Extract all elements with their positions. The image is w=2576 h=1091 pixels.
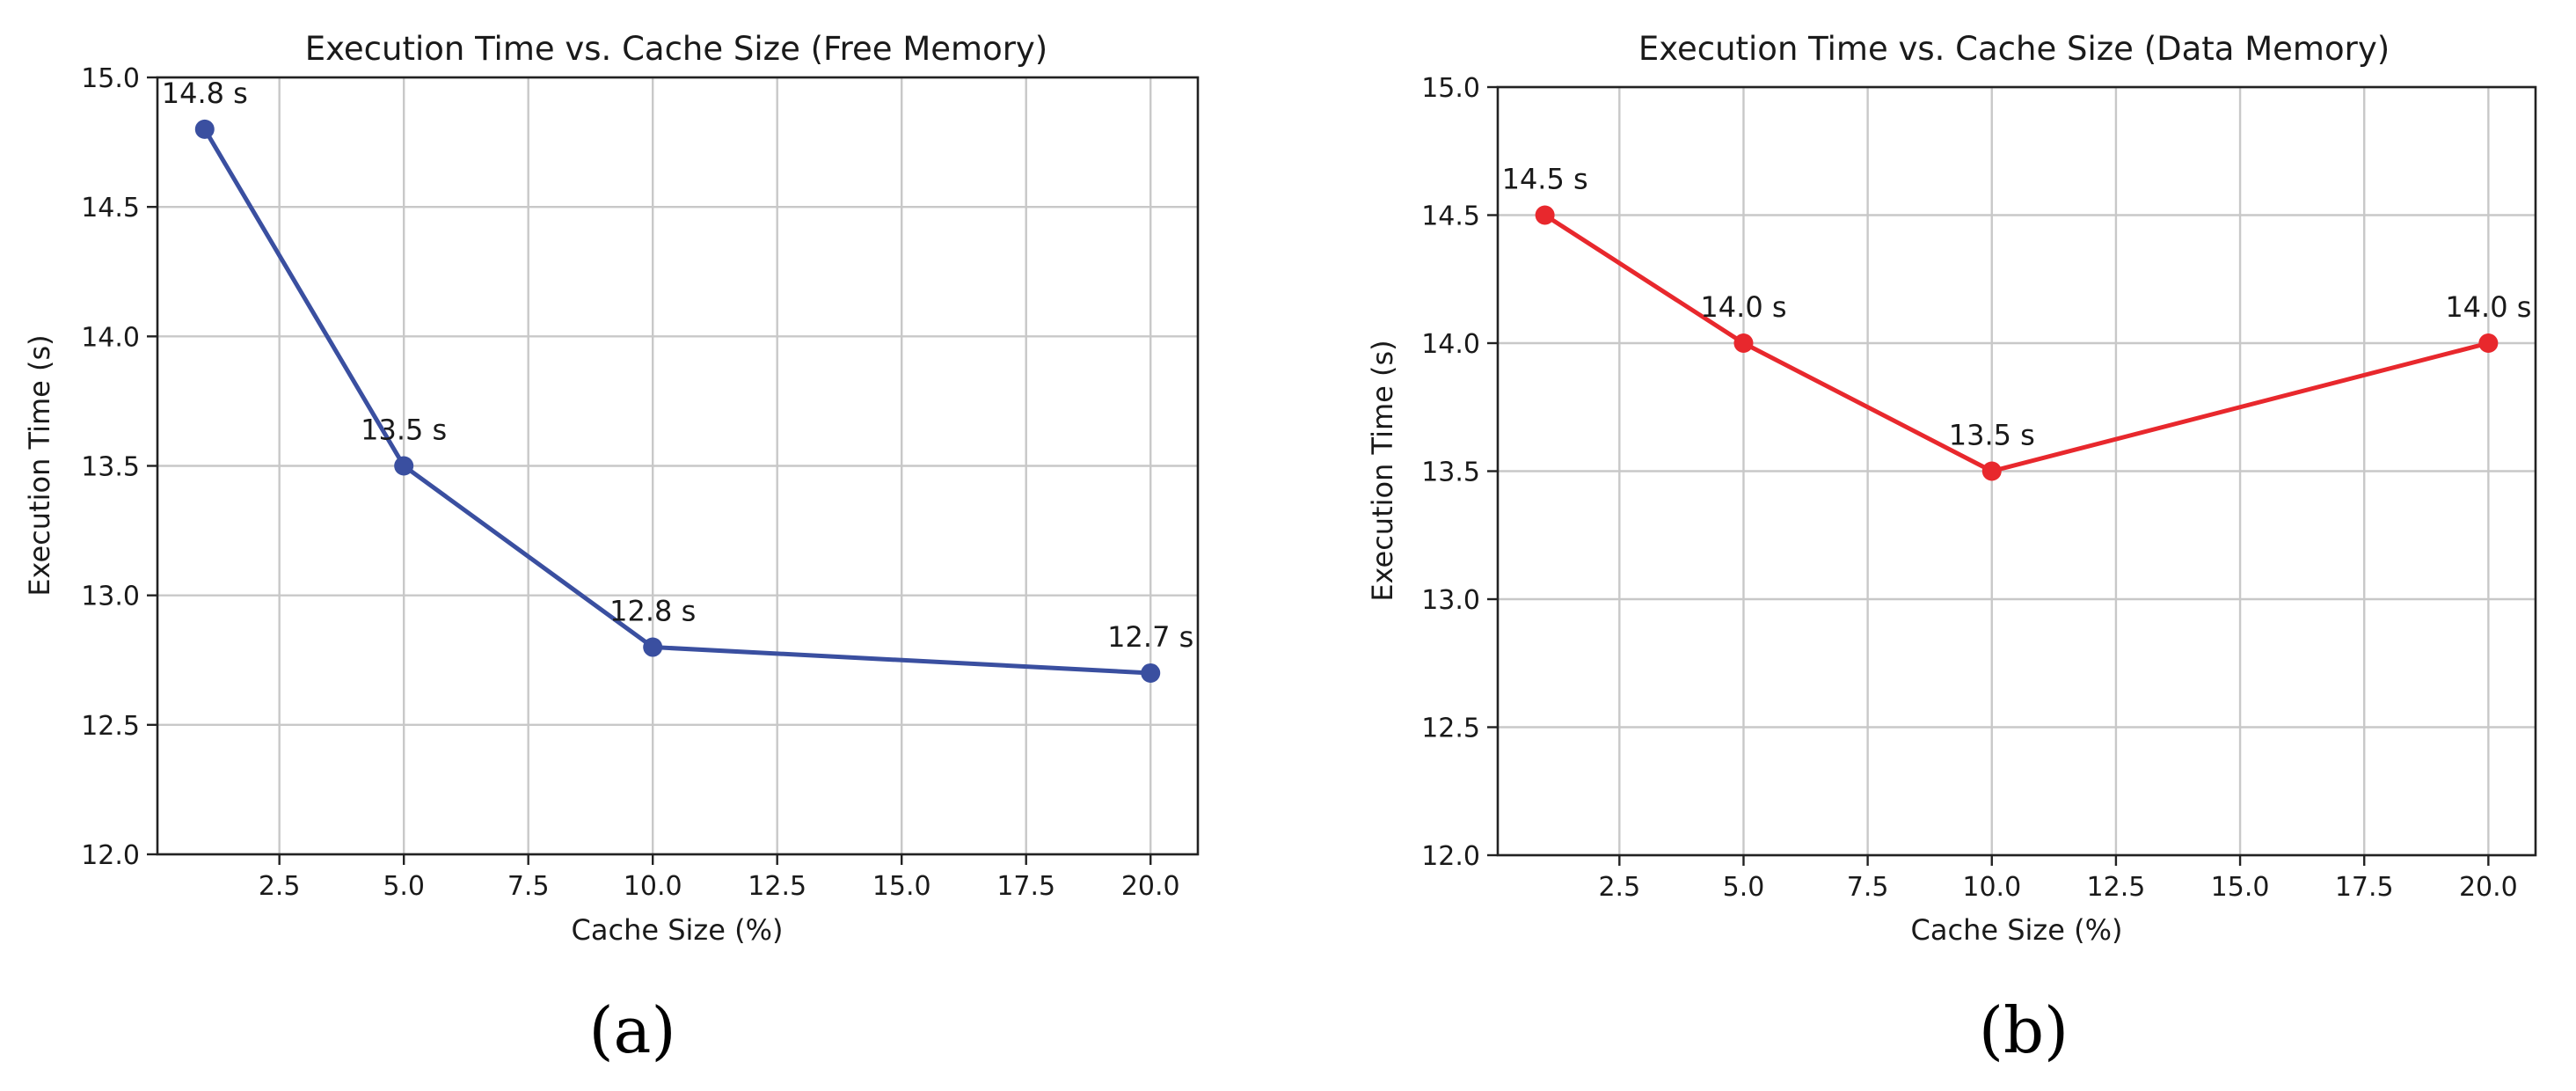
chart-a-ytick-label: 15.0 — [81, 63, 140, 94]
chart-a-data-label: 13.5 s — [361, 414, 447, 447]
chart-b-series-line — [1543, 213, 2489, 473]
chart-b-xtick-label: 10.0 — [1962, 872, 2021, 903]
chart-b-plot-frame — [1496, 85, 2537, 857]
chart-a-xtick-label: 5.0 — [383, 871, 425, 902]
chart-a-ylabel: Execution Time (s) — [23, 334, 56, 596]
chart-b-ytick-label: 13.0 — [1421, 585, 1480, 616]
chart-b-data-label: 14.5 s — [1502, 163, 1588, 196]
chart-a-series-line — [202, 128, 1151, 676]
chart-b-ylabel: Execution Time (s) — [1366, 340, 1399, 601]
chart-b-grid — [1498, 85, 2536, 857]
chart-b-ytick-label: 14.0 — [1421, 329, 1480, 360]
chart-b-xtick-label: 7.5 — [1847, 872, 1889, 903]
chart-a-xtick-label: 12.5 — [748, 871, 806, 902]
chart-a-xtick-label: 20.0 — [1121, 871, 1180, 902]
chart-b-data-point — [1981, 461, 2002, 481]
chart-a-xtick-label: 7.5 — [507, 871, 550, 902]
chart-a-series: 14.8 s 13.5 s 12.8 s 12.7 s — [162, 77, 1193, 683]
chart-b-ytick-label: 12.0 — [1421, 841, 1480, 872]
chart-a-data-label: 12.7 s — [1107, 620, 1193, 654]
chart-b-data-point — [1733, 333, 1754, 353]
chart-a-ytick-label: 13.0 — [81, 582, 140, 612]
chart-a-data-point — [1141, 663, 1161, 683]
chart-a-ytick-label: 12.5 — [81, 711, 140, 742]
chart-b-data-label: 13.5 s — [1949, 419, 2035, 452]
chart-b-xtick-label: 2.5 — [1598, 872, 1640, 903]
chart-a: Execution Time vs. Cache Size (Free Memo… — [23, 30, 1200, 1067]
chart-a-ytick-label: 14.5 — [81, 193, 140, 223]
chart-b-data-point — [1535, 205, 1555, 225]
chart-b-ytick-label: 14.5 — [1421, 201, 1480, 232]
chart-a-grid — [157, 76, 1198, 856]
chart-b-ytick-label: 15.0 — [1421, 73, 1480, 104]
chart-a-xtick-label: 2.5 — [259, 871, 301, 902]
chart-a-data-point — [643, 637, 663, 657]
chart-b-data-label: 14.0 s — [2445, 290, 2531, 324]
chart-b-panel-label: (b) — [1979, 993, 2069, 1067]
chart-a-ticks: 2.5 5.0 7.5 10.0 12.5 15.0 17.5 20.0 12.0 12.5 13.… — [81, 63, 1179, 902]
chart-b-data-point — [2478, 333, 2499, 353]
chart-a-data-point — [194, 119, 215, 139]
chart-b-xtick-label: 17.5 — [2335, 872, 2394, 903]
chart-b-ytick-label: 13.5 — [1421, 458, 1480, 488]
chart-a-plot-frame — [156, 76, 1200, 856]
chart-b-data-label: 14.0 s — [1700, 290, 1786, 324]
chart-a-xtick-label: 17.5 — [996, 871, 1055, 902]
chart-a-title: Execution Time vs. Cache Size (Free Memo… — [305, 30, 1048, 68]
chart-a-data-label: 14.8 s — [162, 77, 248, 110]
chart-a-xtick-label: 10.0 — [624, 871, 682, 902]
chart-a-data-label: 12.8 s — [609, 595, 696, 628]
chart-a-panel-label: (a) — [588, 993, 675, 1067]
chart-b-title: Execution Time vs. Cache Size (Data Memo… — [1638, 30, 2390, 68]
chart-a-ytick-label: 12.0 — [81, 840, 140, 871]
chart-a-ytick-label: 14.0 — [81, 322, 140, 353]
chart-b-xtick-label: 5.0 — [1723, 872, 1765, 903]
chart-a-xlabel: Cache Size (%) — [572, 913, 784, 947]
chart-a-data-point — [394, 456, 414, 476]
chart-a-ytick-label: 13.5 — [81, 452, 140, 483]
chart-a-xtick-label: 15.0 — [872, 871, 931, 902]
chart-b-xtick-label: 20.0 — [2459, 872, 2518, 903]
chart-b-xlabel: Cache Size (%) — [1911, 913, 2123, 947]
chart-b-xtick-label: 12.5 — [2087, 872, 2146, 903]
chart-b: Execution Time vs. Cache Size (Data Memo… — [1366, 30, 2537, 1067]
chart-b-ytick-label: 12.5 — [1421, 714, 1480, 744]
chart-b-xtick-label: 15.0 — [2211, 872, 2270, 903]
chart-b-ticks: 2.5 5.0 7.5 10.0 12.5 15.0 17.5 20.0 12.0 12.5 13.… — [1421, 73, 2518, 903]
chart-b-series: 14.5 s 14.0 s 13.5 s 14.0 s — [1502, 163, 2531, 481]
